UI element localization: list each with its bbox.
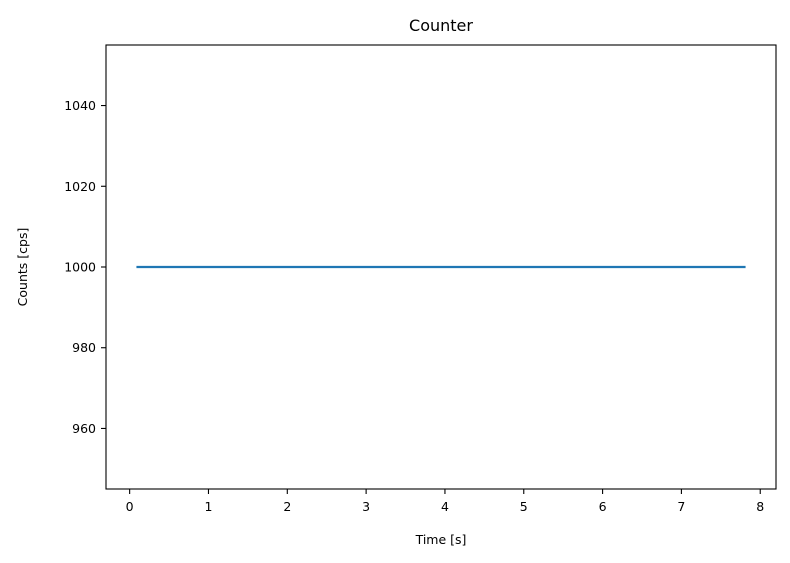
x-tick-label-6: 6 <box>599 499 607 514</box>
plot-area: 0 1 2 3 4 5 6 7 8 960 980 1000 1020 1040 <box>64 44 777 514</box>
x-tick-label-5: 5 <box>520 499 528 514</box>
chart-title: Counter <box>409 16 473 35</box>
x-tick-label-1: 1 <box>204 499 212 514</box>
x-tick-label-8: 8 <box>756 499 764 514</box>
x-tick-label-7: 7 <box>677 499 685 514</box>
x-tick-label-4: 4 <box>441 499 449 514</box>
y-tick-label-1020: 1020 <box>64 179 96 194</box>
x-tick-label-0: 0 <box>126 499 134 514</box>
y-tick-label-1040: 1040 <box>64 98 96 113</box>
y-axis-label: Counts [cps] <box>15 228 30 307</box>
x-tick-label-3: 3 <box>362 499 370 514</box>
y-tick-label-1000: 1000 <box>64 260 96 275</box>
y-tick-label-980: 980 <box>72 340 96 355</box>
y-tick-label-960: 960 <box>72 421 96 436</box>
x-axis-label: Time [s] <box>415 532 467 547</box>
x-tick-label-2: 2 <box>283 499 291 514</box>
